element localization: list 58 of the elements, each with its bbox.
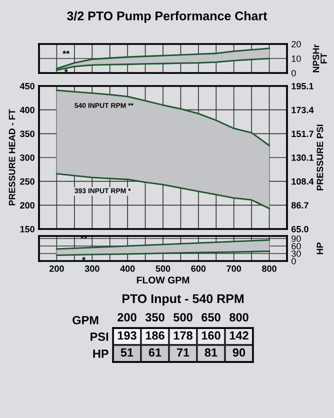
x-axis-title: FLOW GPM [136,276,190,284]
data-label: 142 [230,331,248,340]
y-tick-label: PSI [90,332,108,341]
y-tick-label: 350 [20,130,34,138]
line-series [56,90,270,146]
x-tick-label: 600 [191,265,206,272]
y2-tick-label: 173.4 [292,106,314,114]
line-series [56,172,270,210]
data-label: 178 [174,331,192,340]
y-tick-label: 250 [20,178,34,185]
y-axis-title: NPSHr FT [312,44,327,72]
x-tick-label: 500 [174,313,192,322]
series-label: ** [62,50,70,54]
y2-tick-label: 108.4 [292,178,314,185]
x-tick-label: 350 [145,313,164,322]
y2-tick-label: 130.1 [292,154,314,161]
y-tick-label: 60 [292,242,301,250]
y-tick-label: 10 [292,55,301,62]
y-tick-label: 150 [20,226,34,232]
chart-title: 3/2 PTO Pump Performance Chart [67,11,268,23]
data-label: 90 [232,348,246,357]
y-tick-label: 0 [292,70,296,76]
y-tick-label: 30 [292,250,301,257]
y-tick-label: 20 [292,40,301,48]
x-tick-label: 300 [84,265,100,272]
y-tick-label: 200 [20,202,34,209]
y-axis-title: PRESSURE HEAD - FT [8,109,16,206]
x-axis-title: GPM [72,316,98,324]
x-tick-label: 200 [49,265,64,272]
data-label: 160 [202,331,220,340]
x-tick-label: 650 [202,313,220,322]
x-tick-label: 800 [230,313,248,322]
x-tick-label: 400 [120,265,135,272]
data-label: 61 [148,348,162,357]
y-axis-title: HP [316,242,323,254]
chart-title: PTO Input - 540 RPM [122,294,244,306]
y2-tick-label: 151.7 [292,130,314,138]
x-tick-label: 500 [156,265,170,272]
y2-tick-label: 195.1 [292,82,314,90]
data-label: 81 [204,348,218,357]
y2-tick-label: 86.7 [291,202,308,209]
y2-axis-title: PRESSURE PSI [316,124,324,190]
data-label: 71 [176,348,190,357]
series-label: * [82,256,86,260]
y-tick-label: 300 [20,154,34,161]
data-label: 193 [118,331,136,340]
y-tick-label: 0 [292,258,296,264]
series-label: * [64,68,68,72]
y-tick-label: 90 [292,235,301,242]
data-label: 51 [120,348,134,357]
x-tick-label: 800 [262,265,276,272]
x-tick-label: 200 [118,313,136,322]
data-label: 186 [146,331,164,340]
y2-tick-label: 65.0 [291,226,308,232]
x-tick-label: 700 [226,265,242,272]
y-tick-label: 400 [20,106,34,114]
line-series [56,239,270,250]
y-tick-label: 450 [20,82,34,90]
